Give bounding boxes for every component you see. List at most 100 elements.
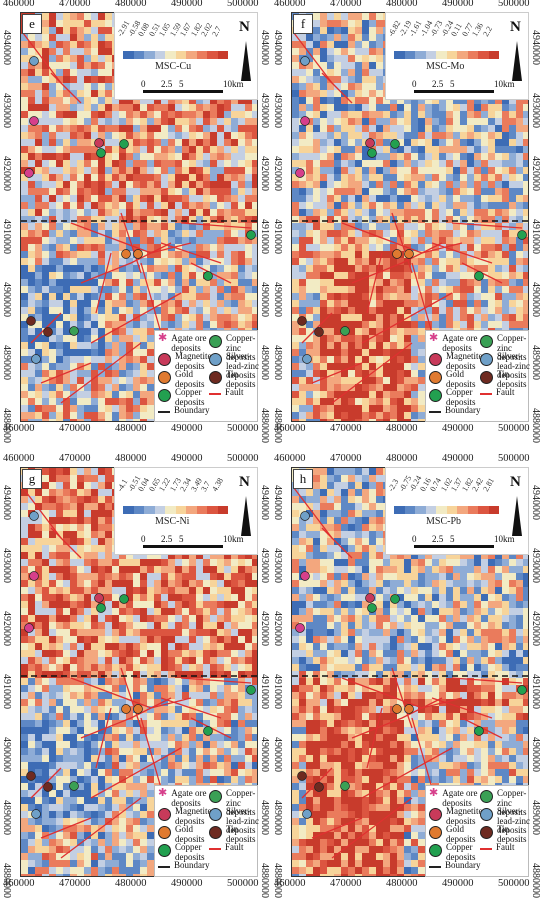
fault-line <box>90 292 182 344</box>
map-cell <box>203 237 211 245</box>
map-cell <box>467 146 475 154</box>
map-cell <box>369 405 377 413</box>
map-cell <box>397 230 405 238</box>
map-cell <box>355 328 363 336</box>
map-cell <box>404 216 412 224</box>
map-cell <box>84 188 92 196</box>
map-cell <box>460 195 468 203</box>
map-cell <box>119 209 127 217</box>
map-cell <box>77 279 85 287</box>
map-cell <box>28 307 36 315</box>
map-cell <box>196 293 204 301</box>
map-cell <box>299 265 307 273</box>
map-cell <box>105 265 113 273</box>
map-cell <box>397 412 405 420</box>
map-cell <box>488 209 496 217</box>
map-cell <box>98 97 106 105</box>
fault-line <box>80 242 172 284</box>
map-cell <box>231 307 239 315</box>
map-cell <box>49 111 57 119</box>
map-cell <box>140 552 148 560</box>
map-cell <box>369 118 377 126</box>
map-cell <box>147 118 155 126</box>
map-cell <box>182 195 190 203</box>
map-cell <box>28 405 36 413</box>
x-tick-bottom: 490000 <box>171 423 203 434</box>
map-cell <box>105 195 113 203</box>
map-cell <box>299 111 307 119</box>
map-cell <box>84 468 92 476</box>
map-cell <box>488 167 496 175</box>
map-cell <box>411 202 419 210</box>
map-cell <box>425 244 433 252</box>
map-cell <box>320 356 328 364</box>
map-cell <box>439 293 447 301</box>
map-cell <box>147 223 155 231</box>
map-cell <box>320 202 328 210</box>
map-cell <box>411 419 419 421</box>
map-cell <box>140 356 148 364</box>
map-cell <box>28 125 36 133</box>
map-cell <box>397 370 405 378</box>
map-cell <box>299 216 307 224</box>
map-cell <box>432 279 440 287</box>
map-cell <box>105 559 113 567</box>
map-cell <box>161 601 169 609</box>
map-cell <box>502 286 510 294</box>
map-cell <box>196 601 204 609</box>
map-cell <box>140 251 148 259</box>
map-cell <box>126 419 134 421</box>
map-cell <box>49 307 57 315</box>
map-cell <box>210 300 218 308</box>
map-cell <box>355 419 363 421</box>
map-cell <box>327 48 335 56</box>
map-cell <box>70 335 78 343</box>
fault-line <box>50 72 82 104</box>
colorbar-swatch <box>425 51 436 59</box>
map-cell <box>341 167 349 175</box>
map-cell <box>91 146 99 154</box>
map-cell <box>292 279 300 287</box>
map-cell <box>313 83 321 91</box>
map-cell <box>252 97 257 105</box>
map-cell <box>362 398 370 406</box>
map-cell <box>210 118 218 126</box>
map-cell <box>84 160 92 168</box>
map-cell <box>217 181 225 189</box>
map-cell <box>70 293 78 301</box>
map-cell <box>432 104 440 112</box>
map-cell <box>439 139 447 147</box>
map-cell <box>327 34 335 42</box>
map-cell <box>175 594 183 602</box>
map-cell <box>182 279 190 287</box>
map-cell <box>467 286 475 294</box>
map-cell <box>252 580 257 588</box>
map-cell <box>509 321 517 329</box>
map-cell <box>182 188 190 196</box>
map-cell <box>376 300 384 308</box>
map-cell <box>509 174 517 182</box>
colorbar-swatch <box>436 51 447 59</box>
map-cell <box>154 314 162 322</box>
map-cell <box>147 202 155 210</box>
map-cell <box>446 202 454 210</box>
map-cell <box>355 195 363 203</box>
map-cell <box>348 377 356 385</box>
map-cell <box>306 412 314 420</box>
map-cell <box>320 286 328 294</box>
map-cell <box>84 517 92 525</box>
map-cell <box>245 321 253 329</box>
legend-item: Copper deposits <box>158 387 208 407</box>
map-cell <box>84 167 92 175</box>
map-cell <box>348 412 356 420</box>
map-cell <box>313 237 321 245</box>
map-cell <box>70 34 78 42</box>
map-cell <box>397 111 405 119</box>
map-cell <box>203 251 211 259</box>
map-cell <box>161 321 169 329</box>
map-cell <box>105 545 113 553</box>
map-cell <box>460 202 468 210</box>
y-tick-right: 4930000 <box>259 93 270 128</box>
map-cell <box>112 300 120 308</box>
map-cell <box>488 293 496 301</box>
